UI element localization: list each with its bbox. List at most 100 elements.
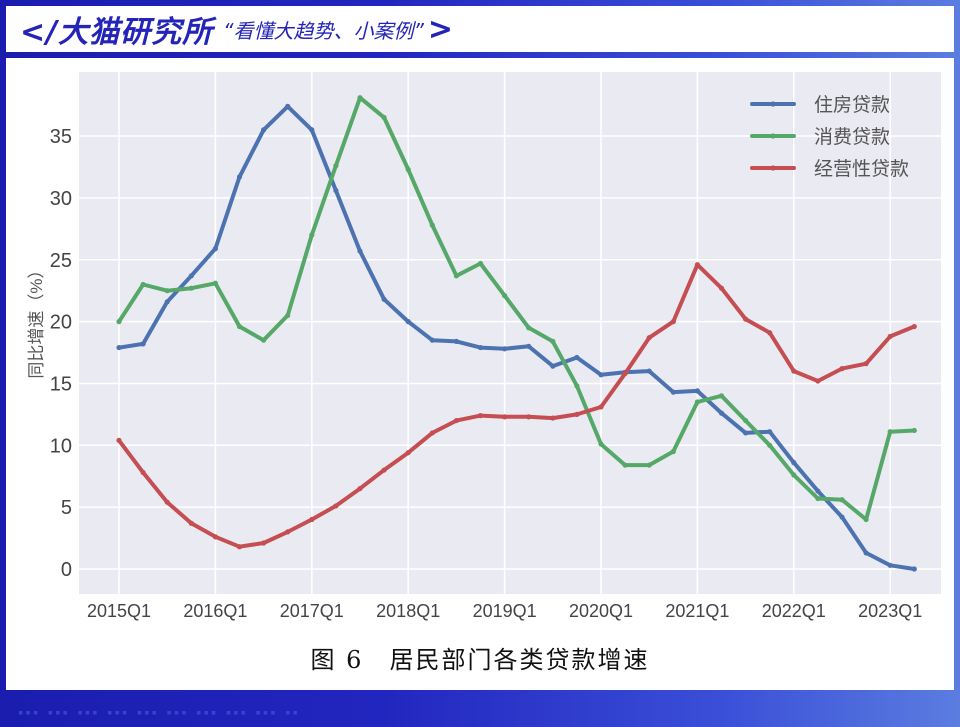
data-point (502, 293, 508, 299)
data-point (140, 281, 146, 288)
data-point (429, 337, 435, 343)
y-tick-label: 5 (61, 497, 72, 519)
data-point (791, 368, 797, 374)
data-point (526, 414, 532, 420)
data-point (646, 368, 652, 374)
data-point (502, 414, 508, 420)
data-point (887, 333, 893, 340)
data-point (598, 372, 604, 378)
data-point (309, 127, 315, 133)
data-point (405, 450, 411, 456)
series-line (117, 262, 917, 549)
data-point (453, 417, 459, 424)
data-point (622, 370, 628, 377)
x-tick-label: 2021Q1 (665, 601, 729, 621)
data-point (140, 341, 146, 347)
gridlines (79, 72, 941, 594)
data-point (453, 273, 459, 279)
data-point (526, 343, 532, 349)
footer-dots-decoration: ▪▪▪ ▪▪▪ ▪▪▪ ▪▪▪ ▪▪▪ ▪▪▪ ▪▪▪ ▪▪▪ ▪▪▪ ▪▪ (18, 708, 300, 718)
data-point (646, 462, 652, 468)
data-point (502, 346, 508, 352)
data-point (815, 488, 821, 494)
data-point (718, 410, 725, 416)
data-point (212, 280, 218, 286)
data-point (164, 288, 170, 294)
data-point (791, 460, 797, 466)
y-tick-label: 30 (50, 188, 72, 210)
data-point (477, 413, 484, 419)
data-point (116, 319, 122, 325)
data-point (116, 344, 122, 351)
data-point (887, 429, 893, 435)
data-point (670, 448, 676, 455)
data-point (164, 499, 170, 505)
data-point (429, 222, 435, 228)
series-lines (116, 95, 917, 572)
data-point (550, 415, 556, 421)
data-point (212, 246, 218, 252)
y-axis-label: 同比增速（%） (27, 261, 46, 378)
data-point (670, 319, 676, 325)
data-point (815, 495, 821, 502)
data-point (863, 361, 869, 367)
data-point (743, 316, 749, 322)
data-point (911, 323, 917, 330)
data-point (236, 544, 243, 550)
data-point (381, 296, 387, 302)
y-tick-label: 0 (61, 559, 72, 581)
data-point (646, 335, 652, 341)
data-point (574, 383, 580, 389)
data-point (743, 417, 749, 424)
data-point (839, 514, 845, 520)
data-point (309, 232, 315, 238)
data-point (212, 534, 218, 540)
data-point (453, 338, 459, 344)
data-point (526, 325, 532, 331)
data-point (116, 437, 122, 443)
data-point (743, 430, 749, 436)
data-point (140, 469, 146, 476)
data-point (718, 285, 725, 291)
y-tick-label: 20 (50, 312, 72, 334)
data-point (236, 323, 243, 330)
data-point (236, 174, 243, 180)
x-tick-label: 2017Q1 (280, 601, 344, 621)
data-point (381, 467, 387, 473)
data-point (598, 441, 604, 447)
data-point (550, 363, 556, 369)
data-point (188, 273, 194, 279)
data-point (767, 429, 773, 435)
data-point (574, 411, 580, 417)
data-point (357, 95, 363, 101)
data-point (911, 566, 917, 572)
data-point (357, 248, 363, 254)
data-point (863, 550, 869, 556)
legend-label: 消费贷款 (814, 126, 890, 148)
data-point (839, 497, 845, 503)
data-point (285, 103, 291, 109)
data-point (622, 462, 628, 468)
y-axis-ticks: 0 5 10 15 20 25 30 35 (50, 126, 72, 581)
x-axis-ticks: 2015Q1 2016Q1 2017Q1 2018Q1 2019Q1 2020Q1 2021… (87, 601, 922, 621)
x-tick-label: 2019Q1 (473, 601, 537, 621)
x-tick-label: 2018Q1 (376, 601, 440, 621)
data-point (333, 163, 339, 169)
data-point (405, 319, 411, 325)
data-point (285, 529, 291, 535)
data-point (767, 330, 773, 336)
data-point (598, 404, 604, 410)
data-point (188, 285, 194, 291)
data-point (815, 378, 821, 384)
data-point (477, 260, 484, 267)
data-point (767, 442, 773, 448)
data-point (791, 472, 797, 478)
data-point (164, 299, 170, 305)
data-point (694, 388, 701, 394)
data-point (574, 354, 580, 361)
data-point (694, 262, 701, 268)
data-point (357, 485, 363, 492)
x-tick-label: 2022Q1 (762, 601, 826, 621)
data-point (261, 337, 267, 343)
